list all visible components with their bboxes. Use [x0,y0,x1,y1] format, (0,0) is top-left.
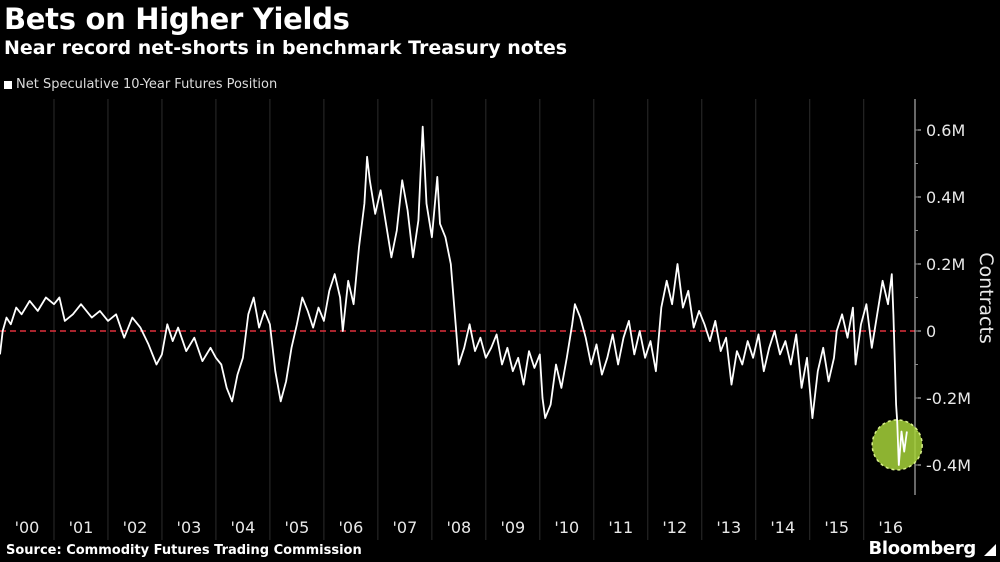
legend-label: Net Speculative 10-Year Futures Position [16,77,278,92]
x-tick-label: '00 [15,518,40,537]
y-tick-label: 0 [926,322,936,341]
legend-swatch [4,80,12,89]
y-tick-label: 0.4M [926,188,965,207]
x-tick-label: '16 [878,518,903,537]
x-tick-label: '05 [285,518,310,537]
chart-title: Bets on Higher Yields [4,2,350,36]
y-tick-label: -0.4M [926,456,971,475]
brand-logo: Bloomberg [868,538,976,559]
x-tick-label: '06 [339,518,364,537]
y-tick-label: -0.2M [926,389,971,408]
x-tick-label: '08 [446,518,471,537]
x-tick-label: '07 [392,518,417,537]
y-axis-label: Contracts [975,252,997,344]
x-tick-label: '15 [824,518,849,537]
x-tick-label: '12 [662,518,687,537]
x-tick-label: '09 [500,518,525,537]
x-tick-label: '02 [123,518,148,537]
chart-subtitle: Near record net-shorts in benchmark Trea… [4,37,568,59]
corner-mark-icon [984,544,996,556]
y-tick-label: 0.2M [926,255,965,274]
x-tick-label: '03 [177,518,202,537]
legend: Net Speculative 10-Year Futures Position [4,77,277,92]
x-tick-label: '01 [69,518,94,537]
x-tick-label: '11 [608,518,633,537]
x-tick-label: '14 [770,518,795,537]
source-note: Source: Commodity Futures Trading Commis… [6,543,362,558]
x-tick-label: '04 [231,518,256,537]
x-tick-label: '13 [716,518,741,537]
x-tick-label: '10 [554,518,579,537]
y-tick-label: 0.6M [926,121,965,140]
series-line [0,125,908,466]
